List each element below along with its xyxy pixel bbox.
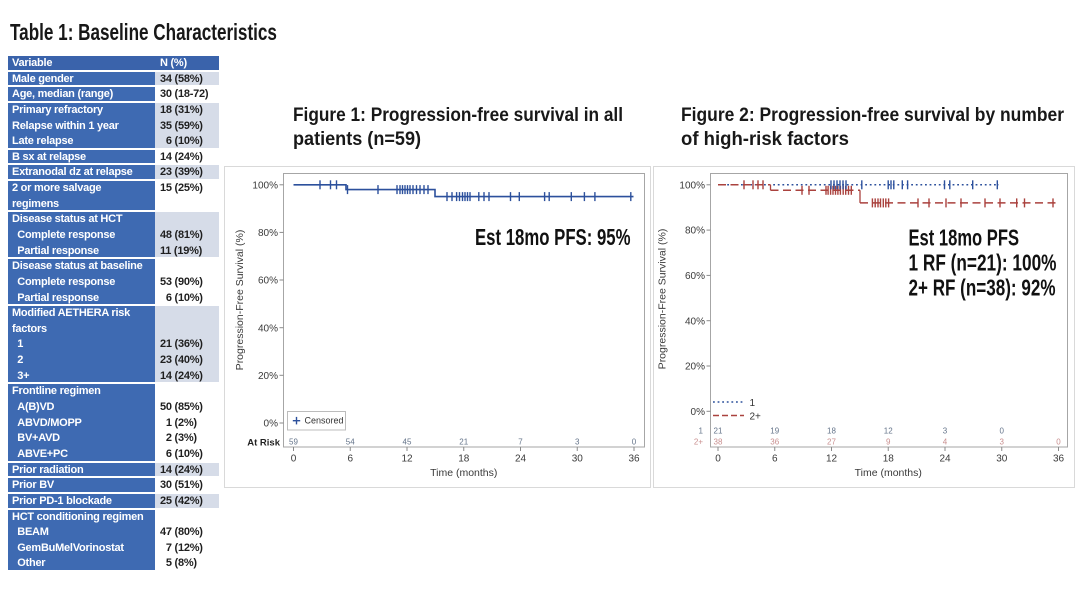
- svg-text:0: 0: [291, 454, 297, 465]
- svg-text:Est 18mo PFS: 95%: Est 18mo PFS: 95%: [475, 224, 631, 250]
- svg-text:21: 21: [459, 438, 468, 447]
- svg-text:2+ RF (n=38): 92%: 2+ RF (n=38): 92%: [909, 274, 1056, 300]
- svg-text:7: 7: [518, 438, 523, 447]
- svg-text:12: 12: [401, 454, 413, 465]
- svg-text:36: 36: [770, 438, 779, 447]
- svg-text:60%: 60%: [258, 276, 278, 287]
- svg-text:3: 3: [1000, 438, 1005, 447]
- svg-text:21: 21: [714, 427, 723, 436]
- svg-text:12: 12: [826, 454, 838, 465]
- svg-text:12: 12: [884, 427, 893, 436]
- svg-text:6: 6: [772, 454, 778, 465]
- svg-text:24: 24: [515, 454, 527, 465]
- svg-text:100%: 100%: [252, 180, 278, 191]
- svg-text:45: 45: [403, 438, 412, 447]
- svg-text:Time (months): Time (months): [855, 467, 922, 479]
- svg-text:27: 27: [827, 438, 836, 447]
- svg-text:18: 18: [827, 427, 836, 436]
- svg-text:59: 59: [289, 438, 298, 447]
- svg-text:18: 18: [458, 454, 470, 465]
- svg-text:4: 4: [943, 438, 948, 447]
- svg-text:60%: 60%: [685, 271, 705, 282]
- svg-text:36: 36: [628, 454, 640, 465]
- svg-text:Est 18mo PFS: Est 18mo PFS: [909, 224, 1020, 250]
- svg-text:6: 6: [347, 454, 353, 465]
- svg-text:36: 36: [1053, 454, 1065, 465]
- svg-text:0: 0: [632, 438, 637, 447]
- svg-text:At Risk: At Risk: [247, 438, 280, 449]
- svg-text:80%: 80%: [258, 228, 278, 239]
- svg-text:54: 54: [346, 438, 355, 447]
- svg-text:2+: 2+: [694, 438, 703, 447]
- svg-text:20%: 20%: [685, 362, 705, 373]
- svg-text:Progression-Free Survival (%): Progression-Free Survival (%): [657, 229, 669, 370]
- svg-text:Time (months): Time (months): [430, 467, 497, 479]
- svg-text:30: 30: [572, 454, 584, 465]
- svg-text:2+: 2+: [750, 412, 762, 423]
- svg-text:Progression-Free Survival (%): Progression-Free Survival (%): [234, 230, 246, 371]
- svg-text:0%: 0%: [264, 419, 279, 430]
- svg-text:0: 0: [715, 454, 721, 465]
- svg-text:0: 0: [1000, 427, 1005, 436]
- svg-text:40%: 40%: [258, 323, 278, 334]
- svg-text:Censored: Censored: [305, 416, 344, 426]
- svg-text:9: 9: [886, 438, 891, 447]
- svg-text:3: 3: [943, 427, 948, 436]
- svg-text:19: 19: [770, 427, 779, 436]
- svg-text:0%: 0%: [691, 407, 706, 418]
- svg-text:30: 30: [996, 454, 1008, 465]
- svg-text:80%: 80%: [685, 226, 705, 237]
- svg-text:24: 24: [939, 454, 951, 465]
- svg-text:1: 1: [699, 427, 704, 436]
- svg-text:1: 1: [750, 398, 756, 409]
- svg-text:3: 3: [575, 438, 580, 447]
- svg-text:20%: 20%: [258, 371, 278, 382]
- svg-text:40%: 40%: [685, 316, 705, 327]
- svg-text:0: 0: [1056, 438, 1061, 447]
- svg-text:1 RF (n=21): 100%: 1 RF (n=21): 100%: [909, 249, 1057, 275]
- svg-text:100%: 100%: [679, 180, 705, 191]
- svg-text:18: 18: [883, 454, 895, 465]
- svg-text:38: 38: [714, 438, 723, 447]
